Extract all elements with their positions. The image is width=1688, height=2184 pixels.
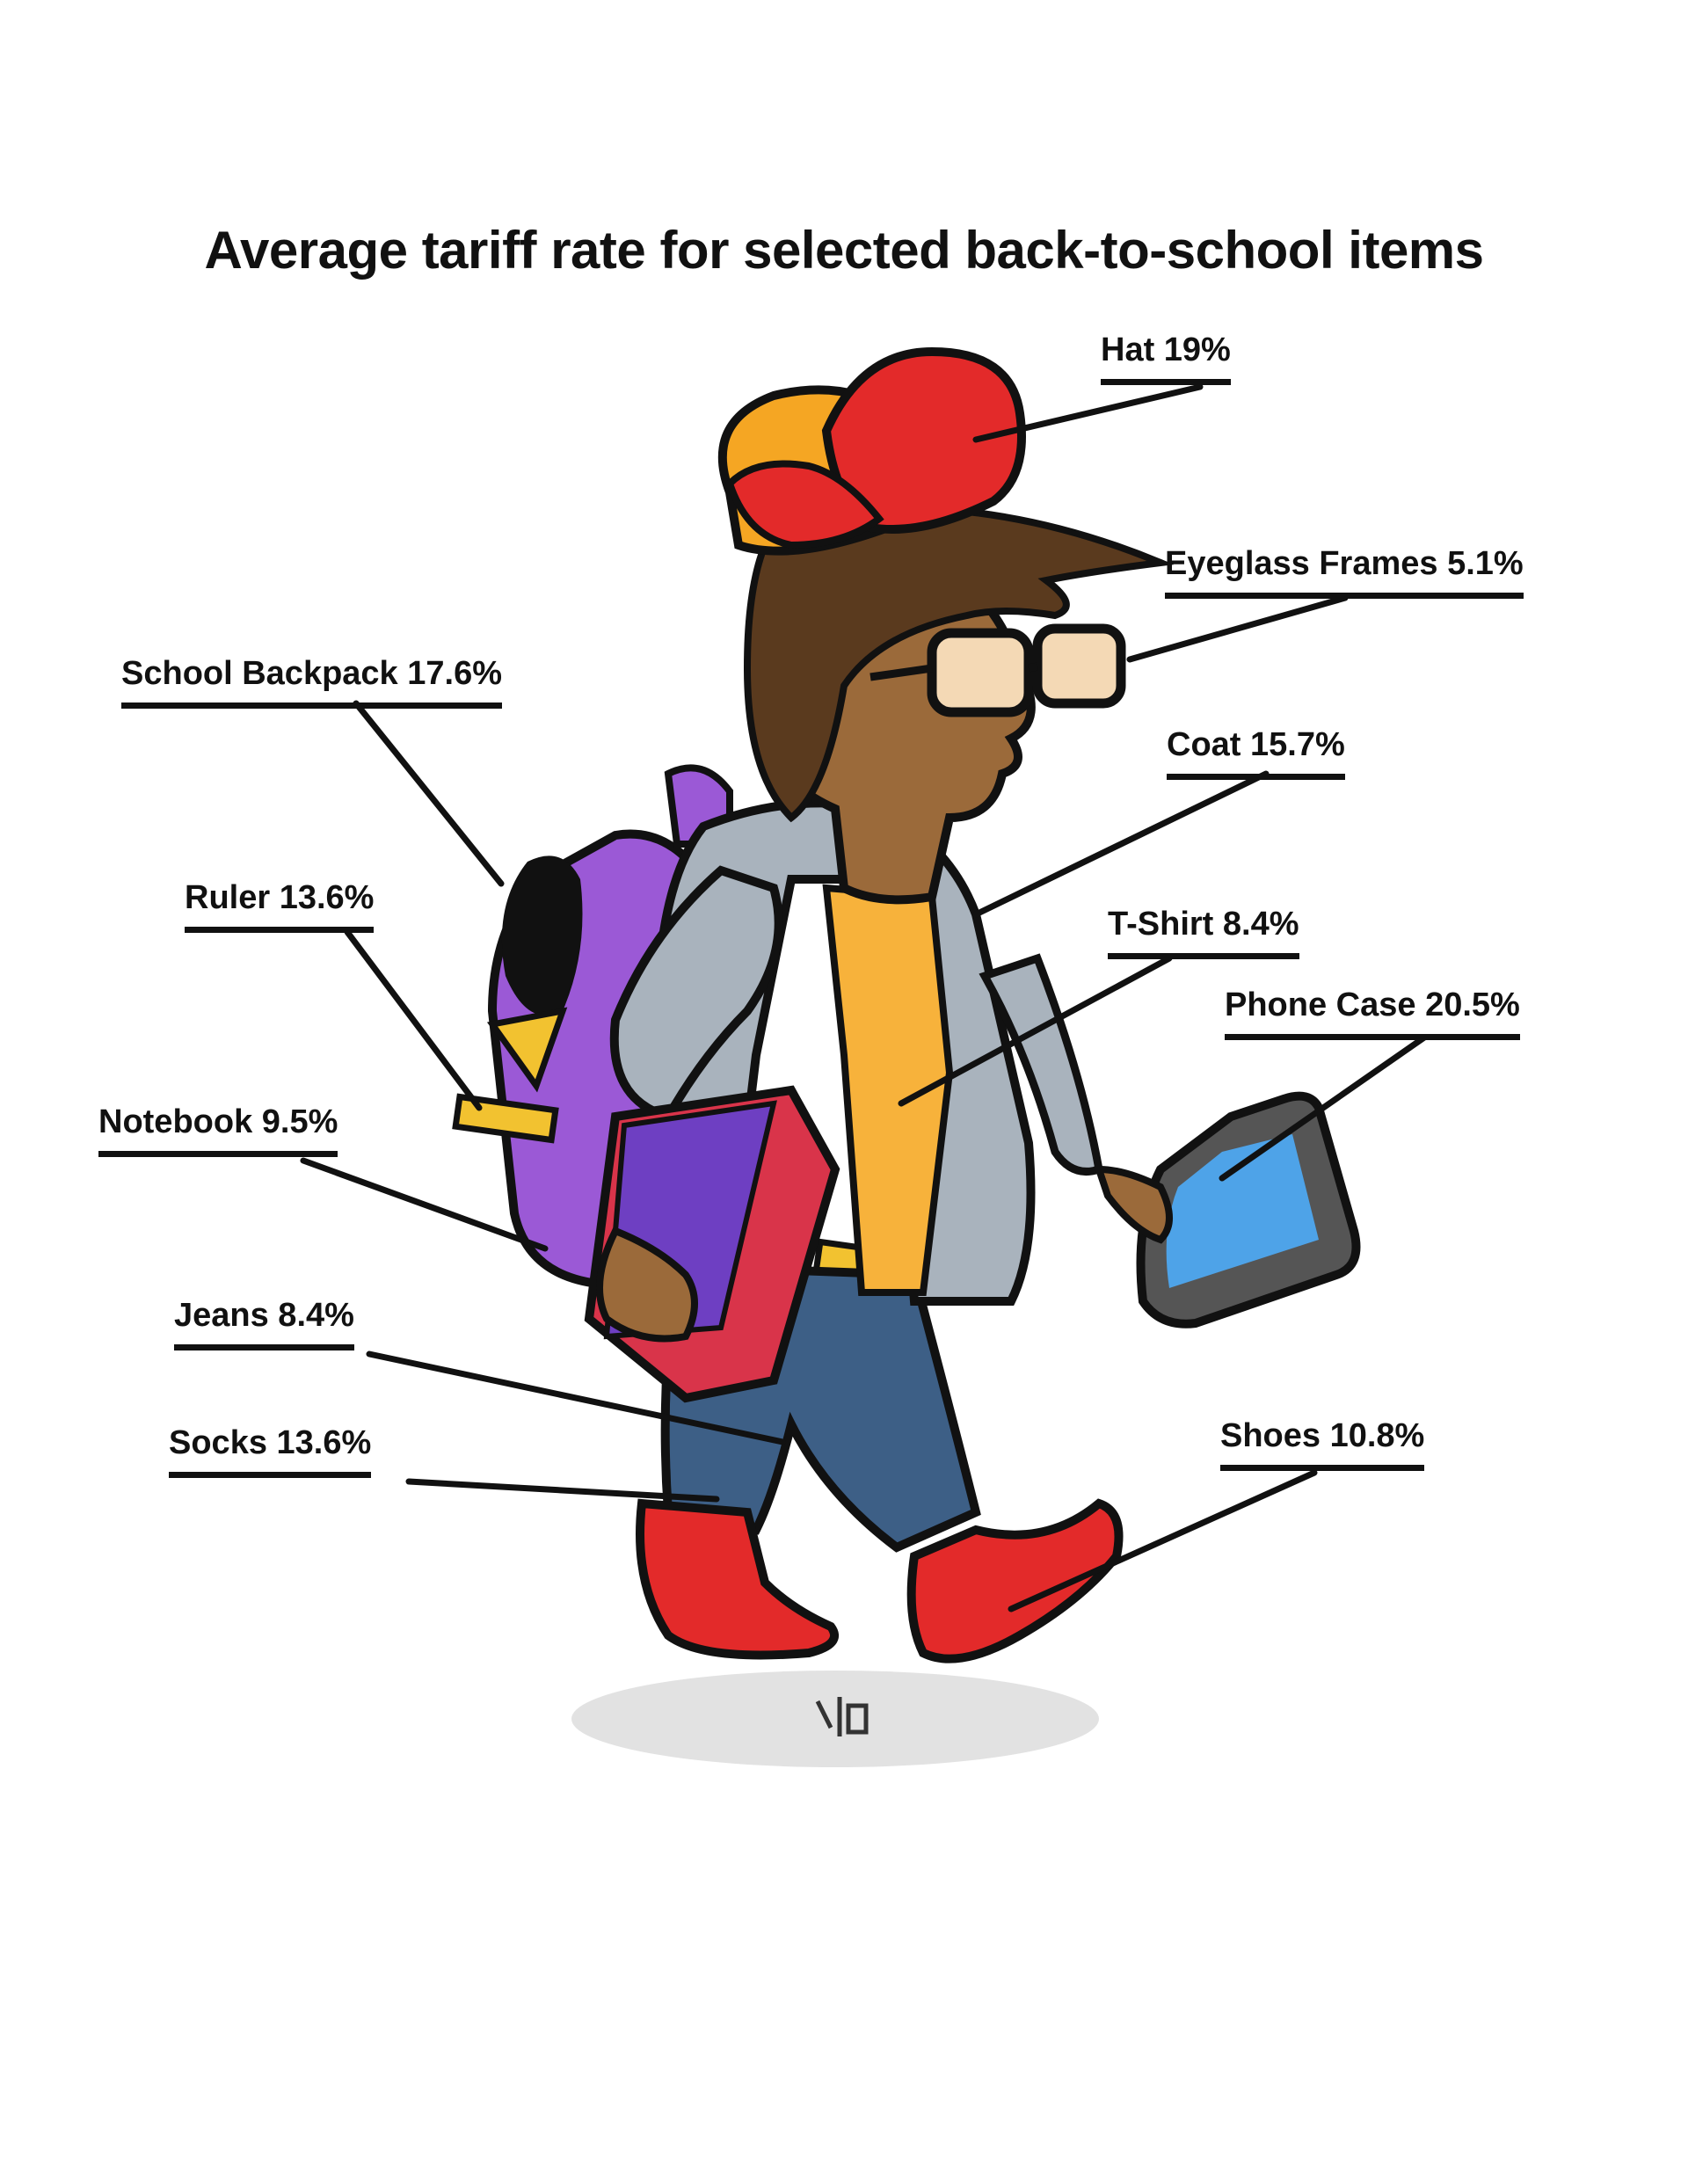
notebook-icon bbox=[584, 1085, 840, 1403]
label-phone-case: Phone Case 20.5% bbox=[1225, 986, 1520, 1040]
label-hat: Hat 19% bbox=[1101, 331, 1231, 385]
leader-line-phone bbox=[1219, 1034, 1428, 1182]
ground-shadow bbox=[571, 1671, 1099, 1767]
phone-icon bbox=[1094, 1091, 1361, 1329]
leader-line-ruler bbox=[344, 928, 483, 1111]
hat-icon bbox=[717, 346, 1026, 556]
leader-line-socks bbox=[405, 1478, 720, 1503]
label-tshirt: T-Shirt 8.4% bbox=[1108, 906, 1299, 959]
page-title: Average tariff rate for selected back-to… bbox=[204, 221, 1484, 280]
label-notebook: Notebook 9.5% bbox=[98, 1103, 338, 1157]
shoes-icon bbox=[636, 1498, 1124, 1663]
leader-line-jeans bbox=[366, 1350, 786, 1445]
label-socks: Socks 13.6% bbox=[169, 1424, 372, 1478]
label-ruler: Ruler 13.6% bbox=[185, 879, 375, 933]
eyeglasses-icon bbox=[869, 623, 1126, 717]
label-school-backpack: School Backpack 17.6% bbox=[121, 655, 502, 709]
artist-signature-icon bbox=[815, 1697, 869, 1736]
label-eyeglass-frames: Eyeglass Frames 5.1% bbox=[1165, 545, 1524, 599]
leader-line-eyeglasses bbox=[1126, 594, 1349, 663]
leader-line-hat bbox=[972, 383, 1204, 443]
hair-icon bbox=[743, 502, 1175, 823]
label-shoes: Shoes 10.8% bbox=[1220, 1417, 1425, 1471]
label-jeans: Jeans 8.4% bbox=[174, 1297, 354, 1350]
leader-line-coat bbox=[972, 770, 1270, 918]
leader-line-shoes bbox=[1008, 1469, 1318, 1613]
leader-line-notebook bbox=[300, 1157, 549, 1252]
leader-line-tshirt bbox=[898, 955, 1173, 1107]
label-coat: Coat 15.7% bbox=[1167, 726, 1345, 780]
leader-line-backpack bbox=[353, 700, 505, 887]
leader-lines bbox=[300, 383, 1428, 1613]
